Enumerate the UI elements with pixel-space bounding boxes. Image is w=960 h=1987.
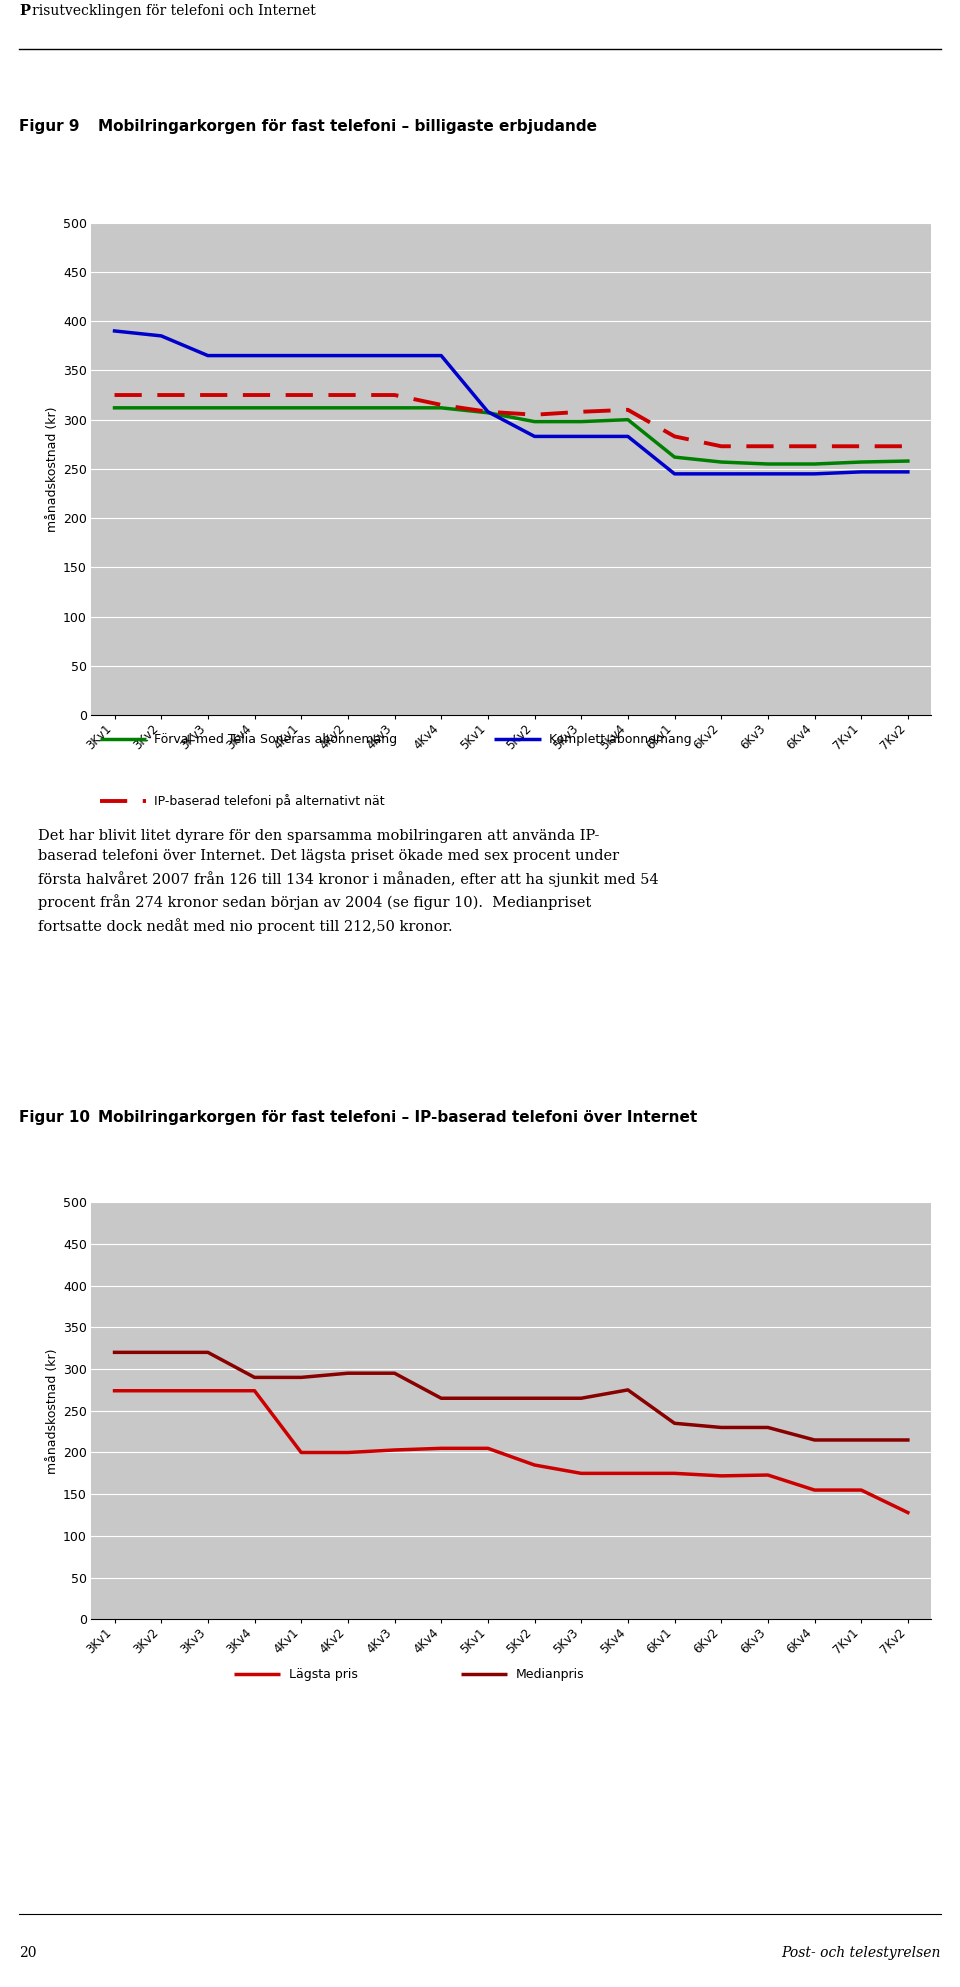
Y-axis label: månadskostnad (kr): månadskostnad (kr) xyxy=(46,405,59,533)
Text: Medianpris: Medianpris xyxy=(516,1667,584,1681)
Text: risutvecklingen för telefoni och Internet: risutvecklingen för telefoni och Interne… xyxy=(32,4,316,18)
Text: Figur 9: Figur 9 xyxy=(19,119,80,135)
Text: Mobilringarkorgen för fast telefoni – billigaste erbjudande: Mobilringarkorgen för fast telefoni – bi… xyxy=(98,119,596,135)
Text: P: P xyxy=(19,4,30,18)
Text: IP-baserad telefoni på alternativt nät: IP-baserad telefoni på alternativt nät xyxy=(155,793,385,807)
Text: Det har blivit litet dyrare för den sparsamma mobilringaren att använda IP-
base: Det har blivit litet dyrare för den spar… xyxy=(38,829,659,934)
Text: Mobilringarkorgen för fast telefoni – IP-baserad telefoni över Internet: Mobilringarkorgen för fast telefoni – IP… xyxy=(98,1111,697,1125)
Text: 20: 20 xyxy=(19,1945,36,1959)
Text: Figur 10: Figur 10 xyxy=(19,1111,90,1125)
Text: Post- och telestyrelsen: Post- och telestyrelsen xyxy=(781,1945,941,1959)
Text: Lägsta pris: Lägsta pris xyxy=(289,1667,357,1681)
Text: Förval med Telia Soneras abonnemang: Förval med Telia Soneras abonnemang xyxy=(155,733,397,745)
Y-axis label: månadskostnad (kr): månadskostnad (kr) xyxy=(46,1347,59,1474)
Text: Komplett abonnemang: Komplett abonnemang xyxy=(549,733,691,745)
